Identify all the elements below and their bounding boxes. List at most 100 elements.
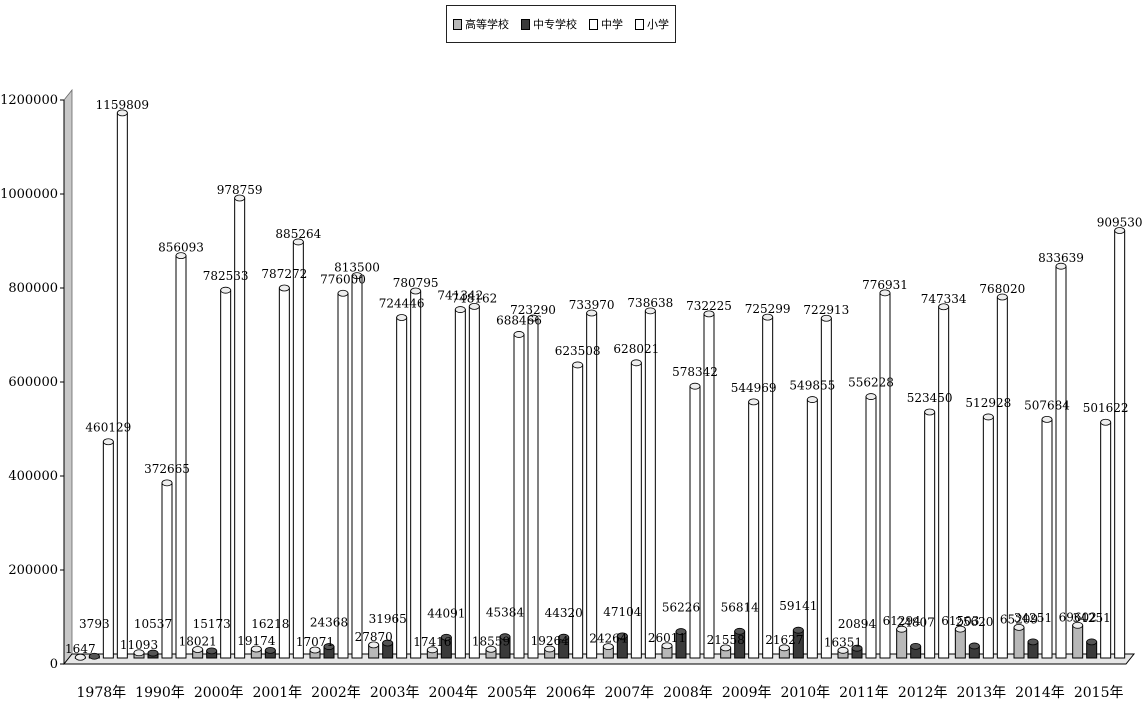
x-tick-label: 2007年	[605, 685, 655, 701]
data-label-s0-2: 18021	[179, 635, 217, 649]
bar-s3-9	[644, 310, 656, 659]
y-tick-label: 800000	[8, 281, 58, 296]
bar-cap-s1-17	[1086, 638, 1098, 646]
bar-cap-s3-10	[703, 310, 715, 318]
data-label-s1-15: 25620	[955, 615, 993, 629]
bar-s3-2	[234, 197, 246, 659]
bar-cap-s2-6	[454, 306, 466, 313]
data-label-s2-3: 787272	[261, 267, 307, 281]
data-label-s2-10: 578342	[672, 365, 718, 379]
data-label-s1-17: 34251	[1073, 611, 1111, 625]
bar-cap-s3-8	[586, 309, 598, 317]
bar-cap-s2-14	[924, 408, 936, 416]
data-label-s1-7: 45384	[486, 606, 525, 620]
bar-cap-s1-7	[499, 633, 511, 641]
data-label-s1-16: 34251	[1014, 611, 1052, 625]
bar-cap-s2-0	[102, 438, 114, 446]
x-tick-label: 2000年	[194, 685, 244, 701]
bar-s3-5	[410, 290, 422, 659]
bar-cap-s3-17	[1114, 227, 1126, 234]
y-tick-label: 1200000	[0, 93, 58, 108]
bar-cap-s1-10	[675, 628, 687, 635]
bar-cap-s1-14	[910, 642, 922, 650]
bar-s3-3	[292, 241, 304, 659]
data-label-s3-0: 1159809	[96, 98, 149, 112]
wall-side	[63, 88, 73, 666]
legend-swatch-0	[453, 18, 462, 30]
bar-cap-s2-16	[1041, 415, 1053, 423]
bar-s3-7	[527, 317, 539, 659]
data-label-s0-1: 11093	[120, 638, 158, 652]
data-label-s3-7: 723290	[510, 303, 556, 317]
data-label-s2-15: 512928	[965, 396, 1011, 410]
data-label-s2-8: 623508	[555, 344, 601, 358]
bar-cap-s0-8	[544, 645, 556, 653]
y-tick-label: 0	[50, 657, 58, 672]
bar-s3-0	[116, 112, 128, 659]
bar-s3-12	[820, 317, 832, 659]
y-tick-label: 400000	[8, 469, 58, 484]
data-label-s1-14: 24807	[897, 615, 935, 629]
data-label-s2-13: 556228	[848, 376, 894, 390]
bar-cap-s1-0	[88, 652, 100, 660]
data-label-s2-14: 523450	[907, 391, 953, 405]
data-label-s1-13: 20894	[838, 617, 877, 631]
data-label-s2-1: 372665	[144, 462, 190, 476]
legend-label-0: 高等学校	[465, 18, 509, 31]
bar-cap-s0-0	[74, 653, 86, 661]
y-tick-label: 1000000	[0, 187, 58, 202]
data-label-s0-5: 27870	[355, 630, 393, 644]
x-tick-label: 2001年	[253, 685, 303, 701]
data-label-s0-8: 19264	[531, 634, 570, 648]
data-labels-layer: 1647 11093 18021 19174 17071 27870 17416 18559 1…	[65, 98, 1143, 656]
bar-cap-s0-7	[485, 645, 497, 653]
bar-cap-s1-16	[1027, 638, 1039, 646]
bar-cap-s2-5	[396, 314, 408, 321]
bar-s3-8	[586, 312, 598, 659]
y-axis: 0 200000 400000 600000 800000 1000000 1200000	[0, 93, 65, 672]
bar-cap-s0-15	[954, 625, 966, 633]
bar-cap-s2-1	[161, 479, 173, 487]
data-label-s3-10: 732225	[686, 299, 732, 313]
bar-cap-s0-6	[426, 646, 438, 654]
bar-s0-16	[1013, 626, 1025, 659]
legend: 高等学校 中专学校 中学 小学	[446, 5, 676, 43]
bar-cap-s3-9	[644, 307, 656, 315]
bar-s3-16	[1055, 265, 1067, 659]
bar-s3-4	[351, 275, 363, 659]
x-tick-label: 2015年	[1074, 685, 1124, 701]
bar-cap-s0-16	[1013, 623, 1025, 631]
x-tick-label: 2005年	[487, 685, 537, 701]
data-label-s0-13: 16351	[824, 635, 862, 649]
bar-s2-1	[161, 482, 173, 659]
data-label-s0-11: 21558	[707, 633, 745, 647]
bar-s3-14	[938, 306, 950, 659]
bar-cap-s3-2	[234, 194, 246, 202]
bar-cap-s1-1	[147, 649, 159, 657]
bar-s2-3	[278, 287, 290, 659]
data-label-s0-4: 17071	[296, 635, 334, 649]
bar-cap-s0-14	[896, 625, 908, 633]
data-label-s1-0: 3793	[79, 617, 110, 631]
data-label-s0-6: 17416	[413, 635, 451, 649]
legend-item-3: 小学	[635, 16, 669, 32]
x-tick-label: 1990年	[135, 685, 185, 701]
bar-cap-s0-10	[661, 642, 673, 650]
bar-cap-s3-3	[292, 238, 304, 246]
bar-s3-6	[468, 305, 480, 659]
data-label-s2-5: 724446	[379, 297, 425, 311]
legend-item-2: 中学	[589, 16, 623, 32]
legend-swatch-1	[521, 18, 530, 30]
bar-cap-s0-12	[778, 644, 790, 652]
bar-cap-s0-3	[250, 645, 262, 653]
bar-cap-s1-15	[968, 642, 980, 650]
bar-cap-s0-11	[720, 644, 732, 652]
data-label-s2-11: 544969	[731, 381, 777, 395]
data-label-s3-17: 909530	[1097, 216, 1143, 230]
bar-cap-s3-16	[1055, 262, 1067, 270]
data-label-s0-15: 61503	[941, 614, 979, 628]
bar-cap-s3-5	[410, 287, 422, 295]
legend-label-1: 中专学校	[533, 18, 577, 31]
bar-cap-s3-1	[175, 252, 187, 260]
